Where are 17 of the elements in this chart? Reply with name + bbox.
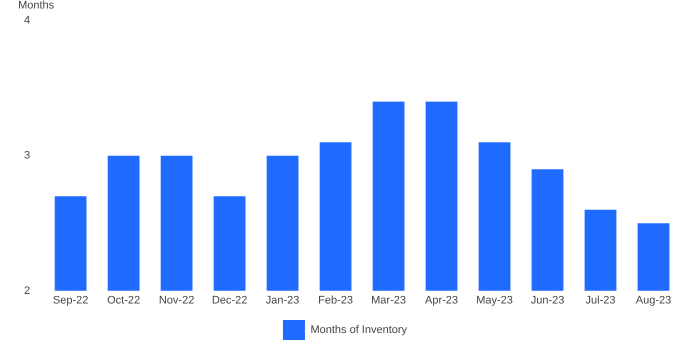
- x-tick-label: Jul-23: [586, 294, 616, 306]
- x-tick-label: May-23: [476, 294, 513, 306]
- y-axis-title: Months: [18, 0, 55, 12]
- y-tick-label: 2: [24, 284, 30, 297]
- x-tick-label: Jan-23: [266, 294, 300, 306]
- y-tick-label: 4: [24, 14, 30, 27]
- x-tick-label: Feb-23: [318, 294, 353, 306]
- y-tick-label: 3: [24, 150, 30, 162]
- legend-label: Months of Inventory: [310, 324, 408, 336]
- x-tick-label: Dec-22: [212, 294, 248, 306]
- x-tick-label: Aug-23: [636, 294, 672, 306]
- x-tick-label: Jun-23: [530, 294, 564, 306]
- x-tick-label: Sep-22: [52, 294, 88, 306]
- x-tick-label: Oct-22: [107, 294, 140, 306]
- x-tick-label: Apr-23: [425, 294, 458, 306]
- x-tick-label: Nov-22: [158, 294, 194, 306]
- x-tick-label: Mar-23: [371, 294, 406, 306]
